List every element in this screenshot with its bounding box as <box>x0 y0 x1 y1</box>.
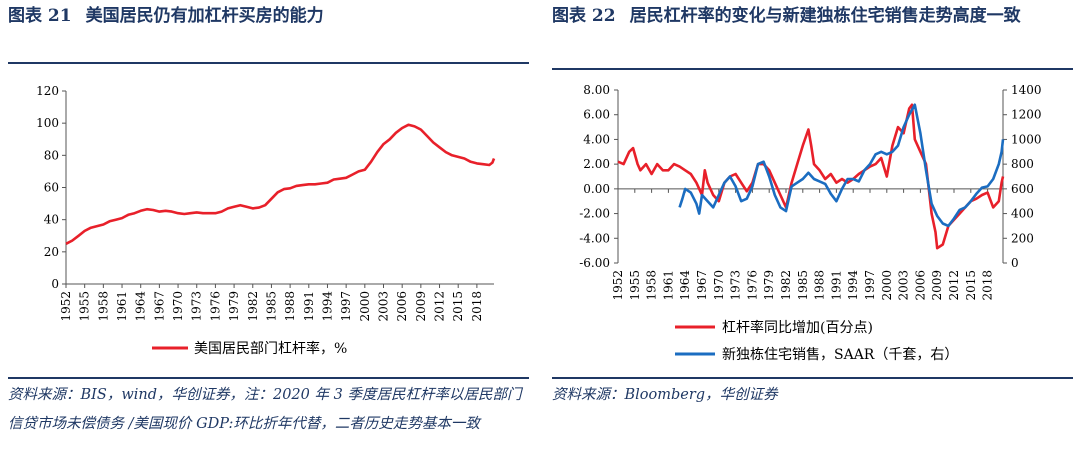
left-x-tick-label: 1976 <box>208 291 222 322</box>
left-x-tick-label: 1961 <box>115 291 129 322</box>
left-source-note: 资料来源：BIS，wind，华创证券，注：2020 年 3 季度居民杠杆率以居民… <box>8 387 522 432</box>
right-source-rule <box>552 377 1073 379</box>
right-legend-label-blue: 新独栋住宅销售，SAAR（千套，右） <box>722 346 958 363</box>
right-chart: -6.00 -4.00 -2.00 0.00 2.00 4.00 6.00 8.00 0 200 4… <box>579 83 1042 363</box>
right-left-tick-label: -4.00 <box>579 231 610 245</box>
right-figure-title-text: 居民杠杆率的变化与新建独栋住宅销售走势高度一致 <box>629 6 1021 26</box>
left-y-tick-label: 80 <box>44 148 59 162</box>
right-legend-label-red: 杠杆率同比增加(百分点) <box>722 319 873 336</box>
left-x-tick-label: 2012 <box>433 291 447 322</box>
right-x-tick-label: 1955 <box>628 270 642 301</box>
right-right-tick-label: 1000 <box>1011 132 1042 146</box>
right-x-tick-label: 1952 <box>611 270 625 301</box>
right-left-tick-label: 6.00 <box>583 108 610 122</box>
right-left-tick-label: 0.00 <box>583 182 610 196</box>
right-x-tick-label: 1958 <box>645 270 659 301</box>
left-x-tick-label: 2006 <box>395 291 409 322</box>
right-x-tick-label: 2003 <box>897 270 911 301</box>
right-x-tick-label: 2018 <box>981 270 995 301</box>
right-x-tick-label: 1973 <box>729 270 743 301</box>
left-x-tick-label: 1982 <box>246 291 260 322</box>
left-legend-label: 美国居民部门杠杆率，% <box>194 340 347 357</box>
left-figure-title-text: 美国居民仍有加杠杆买房的能力 <box>85 6 324 26</box>
right-x-tick-label: 1970 <box>712 270 726 301</box>
right-x-tick-label: 1967 <box>695 270 709 301</box>
right-figure-number: 图表 22 <box>552 6 616 26</box>
left-x-tick-label: 2009 <box>414 291 428 322</box>
right-x-tick-label: 1982 <box>779 270 793 301</box>
left-chart: 0 20 40 60 80 100 120 1952 1955 1958 1961 1964 1967 1… <box>36 84 496 357</box>
right-right-tick-label: 800 <box>1011 157 1034 171</box>
left-y-tick-label: 0 <box>51 277 59 291</box>
left-figure-title: 图表 21 美国居民仍有加杠杆买房的能力 <box>8 2 324 31</box>
right-left-tick-label: -2.00 <box>579 207 610 221</box>
right-x-tick-label: 1991 <box>829 270 843 301</box>
right-right-tick-label: 400 <box>1011 207 1034 221</box>
left-x-tick-label: 1958 <box>96 291 110 322</box>
right-right-tick-label: 0 <box>1011 256 1019 270</box>
right-x-tick-label: 2009 <box>930 270 944 301</box>
right-x-tick-label: 2006 <box>913 270 927 301</box>
left-y-tick-label: 20 <box>44 245 59 259</box>
right-right-tick-label: 200 <box>1011 231 1034 245</box>
left-source-rule <box>8 377 529 379</box>
left-x-tick-label: 1964 <box>134 291 148 322</box>
left-x-tick-label: 1991 <box>302 291 316 322</box>
right-left-tick-label: 8.00 <box>583 83 610 97</box>
right-x-tick-label: 1988 <box>813 270 827 301</box>
right-left-tick-label: 2.00 <box>583 157 610 171</box>
right-right-tick-label: 600 <box>1011 182 1034 196</box>
left-x-tick-label: 1967 <box>152 291 166 322</box>
left-x-tick-label: 2000 <box>358 291 372 322</box>
right-series-red-line <box>617 103 1005 250</box>
right-x-tick-label: 2012 <box>947 270 961 301</box>
right-left-tick-label: 4.00 <box>583 132 610 146</box>
left-x-tick-label: 1988 <box>283 291 297 322</box>
right-x-tick-label: 1994 <box>846 270 860 301</box>
right-x-tick-label: 1964 <box>678 270 692 301</box>
right-series-blue-line <box>678 103 1005 228</box>
left-x-tick-label: 1979 <box>227 291 241 322</box>
right-figure-title: 图表 22 居民杠杆率的变化与新建独栋住宅销售走势高度一致 <box>552 2 1072 31</box>
left-x-tick-label: 2003 <box>376 291 390 322</box>
right-x-tick-label: 1985 <box>796 270 810 301</box>
left-series-line <box>65 123 496 245</box>
left-y-tick-label: 100 <box>36 116 59 130</box>
left-x-tick-label: 2018 <box>470 291 484 322</box>
left-x-tick-label: 1973 <box>190 291 204 322</box>
right-x-tick-label: 1961 <box>661 270 675 301</box>
left-figure-number: 图表 21 <box>8 6 72 26</box>
right-right-tick-label: 1400 <box>1011 83 1042 97</box>
right-x-tick-label: 2015 <box>964 270 978 301</box>
left-x-tick-label: 1970 <box>171 291 185 322</box>
left-x-tick-label: 1955 <box>78 291 92 322</box>
right-x-tick-label: 1979 <box>762 270 776 301</box>
left-y-tick-label: 60 <box>44 181 59 195</box>
right-source-note: 资料来源：Bloomberg，华创证券 <box>552 387 778 403</box>
left-y-tick-label: 120 <box>36 84 59 98</box>
right-x-tick-label: 1997 <box>863 270 877 301</box>
left-title-rule <box>8 62 529 64</box>
right-x-tick-label: 1976 <box>745 270 759 301</box>
left-x-tick-label: 1997 <box>339 291 353 322</box>
right-x-tick-label: 2000 <box>880 270 894 301</box>
left-x-tick-label: 1994 <box>320 291 334 322</box>
left-legend: 美国居民部门杠杆率，% <box>152 340 347 357</box>
left-y-tick-label: 40 <box>44 213 59 227</box>
right-left-tick-label: -6.00 <box>579 256 610 270</box>
left-x-tick-label: 1985 <box>264 291 278 322</box>
right-legend: 杠杆率同比增加(百分点) 新独栋住宅销售，SAAR（千套，右） <box>675 319 958 363</box>
left-x-tick-label: 1952 <box>59 291 73 322</box>
left-x-tick-label: 2015 <box>451 291 465 322</box>
right-right-tick-label: 1200 <box>1011 108 1042 122</box>
right-title-rule <box>552 68 1073 70</box>
